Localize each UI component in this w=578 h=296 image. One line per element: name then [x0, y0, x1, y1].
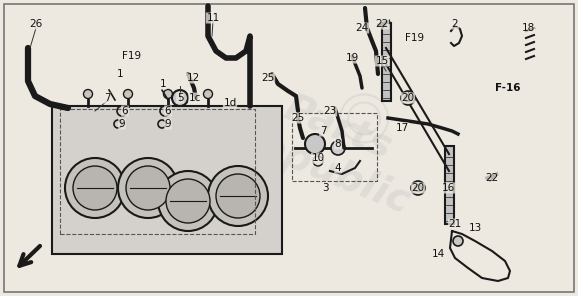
Circle shape — [83, 89, 92, 99]
Circle shape — [331, 141, 345, 155]
Text: 1: 1 — [117, 69, 123, 79]
Circle shape — [158, 171, 218, 231]
Text: 25: 25 — [261, 73, 275, 83]
Text: 11: 11 — [206, 13, 220, 23]
Bar — [445, 146, 454, 224]
Text: 14: 14 — [431, 249, 444, 259]
Text: 8: 8 — [335, 139, 342, 149]
Bar — [60, 109, 255, 234]
Text: 6: 6 — [122, 106, 128, 116]
Text: 7: 7 — [320, 126, 327, 136]
Text: Parts
Republic: Parts Republic — [227, 75, 432, 221]
Text: F-16: F-16 — [495, 83, 521, 93]
Text: 1: 1 — [160, 79, 166, 89]
Circle shape — [164, 89, 172, 99]
Circle shape — [166, 179, 210, 223]
Circle shape — [73, 166, 117, 210]
Text: 26: 26 — [29, 19, 43, 29]
Text: 9: 9 — [165, 119, 171, 129]
Text: 24: 24 — [355, 23, 369, 33]
Text: 23: 23 — [323, 106, 336, 116]
Text: F19: F19 — [405, 33, 425, 43]
Text: 4: 4 — [335, 163, 342, 173]
Text: 20: 20 — [402, 93, 414, 103]
Text: 20: 20 — [412, 183, 425, 193]
Text: 1c: 1c — [189, 93, 201, 103]
Text: 19: 19 — [346, 53, 358, 63]
Circle shape — [118, 158, 178, 218]
Circle shape — [305, 134, 325, 154]
Text: 5: 5 — [177, 93, 183, 103]
Text: 15: 15 — [375, 56, 388, 66]
Text: 1d: 1d — [223, 98, 236, 108]
Circle shape — [405, 94, 412, 102]
Circle shape — [208, 166, 268, 226]
Text: 9: 9 — [118, 119, 125, 129]
Circle shape — [414, 184, 421, 192]
Text: 12: 12 — [186, 73, 199, 83]
Bar — [382, 23, 391, 101]
Text: 3: 3 — [322, 183, 328, 193]
Circle shape — [216, 174, 260, 218]
Circle shape — [124, 89, 132, 99]
Text: 21: 21 — [449, 219, 462, 229]
Circle shape — [203, 89, 213, 99]
Text: 13: 13 — [468, 223, 481, 233]
Text: 10: 10 — [312, 153, 325, 163]
Text: 6: 6 — [165, 106, 171, 116]
Text: 16: 16 — [442, 183, 455, 193]
Text: 25: 25 — [291, 113, 305, 123]
Circle shape — [126, 166, 170, 210]
Circle shape — [172, 90, 188, 106]
Circle shape — [65, 158, 125, 218]
Text: F19: F19 — [123, 51, 142, 61]
Text: 17: 17 — [395, 123, 409, 133]
Circle shape — [401, 91, 415, 105]
Bar — [292, 113, 377, 181]
Bar — [52, 106, 282, 254]
Text: 22: 22 — [486, 173, 499, 183]
Text: 2: 2 — [451, 19, 458, 29]
Circle shape — [411, 181, 425, 195]
Text: 18: 18 — [521, 23, 535, 33]
Circle shape — [453, 236, 463, 246]
Text: 22: 22 — [375, 19, 388, 29]
Text: 7: 7 — [103, 93, 110, 103]
